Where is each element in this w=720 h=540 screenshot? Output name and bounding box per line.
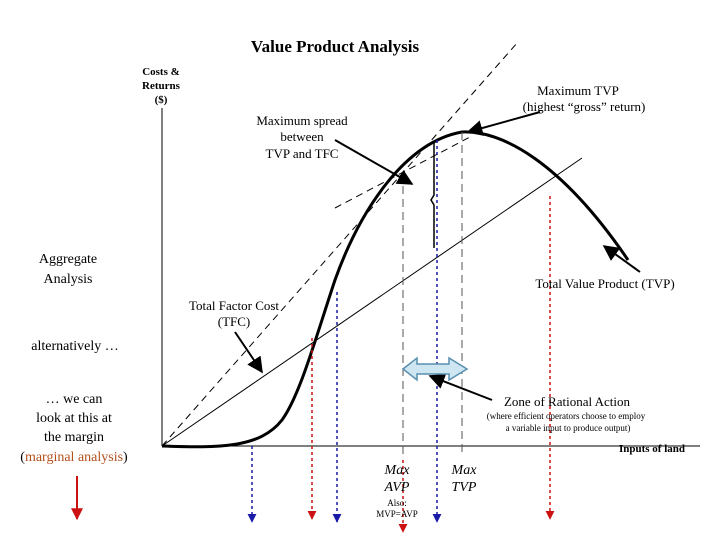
max-spread-label-line2: between xyxy=(280,129,324,144)
max-spread-arrow xyxy=(334,139,414,185)
zone-note-line2: a variable input to produce output) xyxy=(506,423,631,433)
aggregate-label-line1: Aggregate xyxy=(39,252,97,267)
marginal-analysis-label: (marginal analysis) xyxy=(20,450,128,465)
tvp-arrow xyxy=(602,245,641,273)
tvp-label: Total Value Product (TVP) xyxy=(535,276,674,291)
diagram-title: Value Product Analysis xyxy=(251,37,420,56)
max-tvp-axis-label-line1: Max xyxy=(451,463,478,478)
max-spread-label-line1: Maximum spread xyxy=(256,113,348,128)
max-spread-label-line3: TVP and TFC xyxy=(266,146,339,161)
max-tvp-label-line1: Maximum TVP xyxy=(537,83,619,98)
max-avp-label-line1: Max xyxy=(384,463,411,478)
x-axis-label: Inputs of land xyxy=(619,443,685,455)
margin-label-line3: the margin xyxy=(44,430,104,445)
zone-title: Zone of Rational Action xyxy=(504,394,631,409)
avp-tangent-ray xyxy=(161,41,519,447)
y-axis-label-line1: Costs & xyxy=(142,66,180,78)
tfc-parallel-tangent xyxy=(334,136,471,209)
double-headed-arrow-icon xyxy=(401,356,469,382)
zone-note-line1: (where efficient operators choose to emp… xyxy=(487,411,646,421)
margin-label-line1: … we can xyxy=(46,392,103,407)
margin-label-line2: look at this at xyxy=(36,411,112,426)
max-tvp-label-line2: (highest “gross” return) xyxy=(523,99,646,114)
tfc-label-line1: Total Factor Cost xyxy=(189,298,279,313)
also-label-line1: Also: xyxy=(387,498,407,508)
alternatively-label: alternatively … xyxy=(31,339,118,354)
max-tvp-arrow xyxy=(466,111,541,136)
also-label-line2: MVP=AVP xyxy=(376,509,417,519)
tfc-label-line2: (TFC) xyxy=(218,314,251,329)
max-tvp-axis-label-line2: TVP xyxy=(452,480,477,495)
max-spread-bracket xyxy=(430,142,435,248)
tvp-curve xyxy=(161,130,630,449)
y-axis-label-line3: ($) xyxy=(155,94,168,106)
tfc-line xyxy=(161,157,583,447)
tfc-arrow xyxy=(234,331,263,374)
zone-arrow xyxy=(428,373,493,401)
y-axis-label-line2: Returns xyxy=(142,80,181,92)
max-avp-label-line2: AVP xyxy=(384,480,410,495)
aggregate-label-line2: Analysis xyxy=(44,272,93,287)
